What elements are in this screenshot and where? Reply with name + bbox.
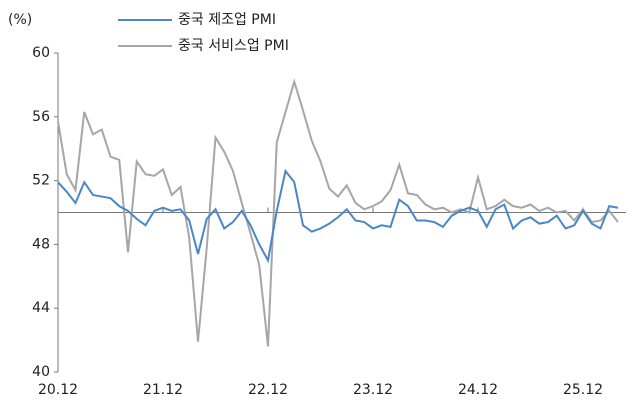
- x-tick-label: 25.12: [563, 382, 603, 398]
- series-line: [57, 168, 619, 264]
- legend-label: 중국 제조업 PMI: [178, 12, 276, 28]
- y-tick-label: 60: [32, 45, 50, 61]
- y-tick-label: 52: [32, 173, 50, 189]
- y-tick-label: 44: [32, 300, 50, 316]
- legend-label: 중국 서비스업 PMI: [178, 38, 289, 54]
- x-tick-label: 23.12: [353, 382, 393, 398]
- series-line: [57, 78, 619, 347]
- x-tick-label: 24.12: [458, 382, 498, 398]
- y-tick-label: 40: [32, 364, 50, 380]
- y-axis-label: (%): [8, 12, 32, 28]
- y-tick-label: 56: [32, 109, 50, 125]
- y-tick-label: 48: [32, 236, 50, 252]
- x-tick-label: 20.12: [38, 382, 78, 398]
- x-tick-label: 21.12: [143, 382, 183, 398]
- x-tick-label: 22.12: [248, 382, 288, 398]
